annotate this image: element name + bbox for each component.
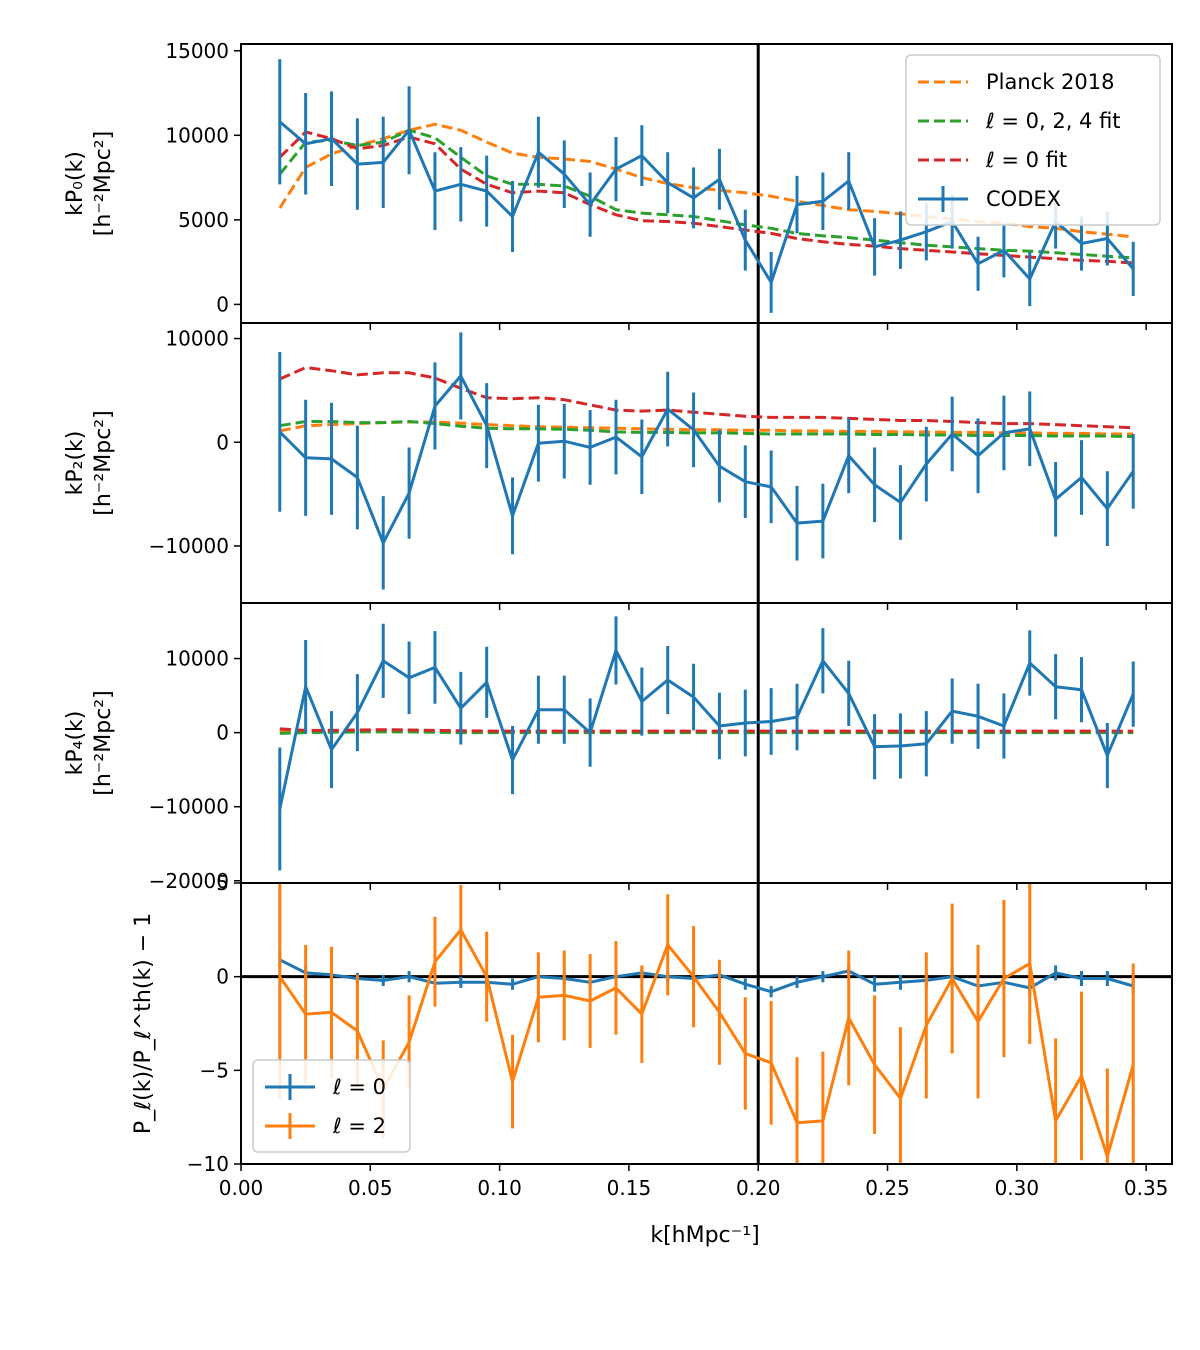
legend-entry-label: ℓ = 0 fit xyxy=(985,148,1067,172)
y-axis-label-line: kP₀(k) xyxy=(63,151,88,216)
series-line-codex xyxy=(278,374,1135,545)
panel-1: 0 5000 10000 15000 kP₀(k) [h⁻²Mpc²] Planck 201… xyxy=(63,39,1173,330)
legend-entry-label: ℓ = 0, 2, 4 fit xyxy=(985,109,1121,133)
x-tick-label: 0.00 xyxy=(219,1176,264,1200)
panel-frame xyxy=(240,882,1173,1165)
y-axis-label-line: P_ℓ(k)/P_ℓ^th(k) − 1 xyxy=(131,913,156,1134)
x-axis-label: k[hMpc⁻¹] xyxy=(650,1223,759,1248)
y-tick-label: −5 xyxy=(200,1058,229,1082)
series-2 xyxy=(278,883,1135,1164)
series-line-0-fit xyxy=(279,366,1134,430)
series-planck-2018 xyxy=(279,420,1134,436)
y-tick-label: 0 xyxy=(216,721,229,745)
y-tick-label: −10000 xyxy=(149,534,229,558)
panel-2: −10000 0 10000 kP₂(k) [h⁻²Mpc²] xyxy=(63,322,1173,610)
x-tick-label: 0.20 xyxy=(736,1176,781,1200)
x-tick-label: 0.30 xyxy=(995,1176,1040,1200)
y-axis-label-line: kP₂(k) xyxy=(63,431,88,496)
series-line-0-fit xyxy=(279,727,1134,733)
y-axis-label-line: [h⁻²Mpc²] xyxy=(91,131,116,236)
y-tick-label: −10 xyxy=(187,1152,229,1176)
plot-area xyxy=(241,883,1172,1164)
legend-entry-label: CODEX xyxy=(986,187,1061,211)
y-axis-label: kP₂(k) [h⁻²Mpc²] xyxy=(63,410,116,515)
y-tick-label: 15000 xyxy=(165,39,229,63)
series-line-0-2-4-fit xyxy=(279,419,1134,439)
y-tick-label: 10000 xyxy=(165,647,229,671)
y-axis-label-line: kP₄(k) xyxy=(63,711,88,776)
x-tick-label: 0.15 xyxy=(607,1176,652,1200)
series-0-fit xyxy=(279,366,1134,430)
y-tick-label: 10000 xyxy=(165,327,229,351)
y-axis-label: kP₀(k) [h⁻²Mpc²] xyxy=(63,131,116,236)
legend-box xyxy=(252,1059,411,1153)
y-tick-label: 5 xyxy=(216,871,229,895)
plot-area xyxy=(278,323,1135,603)
panel-frame xyxy=(240,602,1173,884)
plot-area xyxy=(278,603,1135,883)
series-0-2-4-fit xyxy=(278,128,1134,260)
panel-4: −10 −5 0 5 0.00 0.05 0.10 0.15 0.20 0.25 0.30 0.35 P… xyxy=(131,871,1173,1200)
series-codex xyxy=(278,332,1135,590)
y-tick-label: 0 xyxy=(216,430,229,454)
y-tick-label: −10000 xyxy=(149,795,229,819)
legend-entry-label: ℓ = 0 xyxy=(332,1075,386,1099)
legend: ℓ = 0 ℓ = 2 xyxy=(252,1059,411,1153)
series-line-codex xyxy=(278,648,1135,810)
legend: Planck 2018 ℓ = 0, 2, 4 fit ℓ = 0 fit CODEX xyxy=(905,54,1161,226)
x-tick-label: 0.35 xyxy=(1124,1176,1169,1200)
series-line-0 xyxy=(279,958,1134,994)
series-line-planck-2018 xyxy=(279,420,1134,436)
panel-frame xyxy=(240,322,1173,604)
y-tick-label: 0 xyxy=(216,292,229,316)
x-tick-label: 0.10 xyxy=(477,1176,522,1200)
panel-3: −20000 −10000 0 10000 kP₄(k) [h⁻²Mpc²] xyxy=(63,602,1173,893)
series-line-2 xyxy=(278,928,1135,1158)
y-axis-label-line: [h⁻²Mpc²] xyxy=(91,410,116,515)
series-line-codex xyxy=(278,120,1135,284)
series-0-fit xyxy=(279,727,1134,733)
legend-box xyxy=(905,54,1161,226)
x-tick-label: 0.25 xyxy=(865,1176,910,1200)
series-codex xyxy=(278,616,1135,871)
y-axis-label: kP₄(k) [h⁻²Mpc²] xyxy=(63,690,116,795)
legend-entry-label: ℓ = 2 xyxy=(332,1114,386,1138)
y-tick-label: 0 xyxy=(216,965,229,989)
y-tick-label: 10000 xyxy=(165,123,229,147)
series-line-0-2-4-fit xyxy=(278,128,1134,260)
y-tick-label: 5000 xyxy=(178,208,229,232)
series-0-2-4-fit xyxy=(279,419,1134,439)
y-axis-label-line: [h⁻²Mpc²] xyxy=(91,690,116,795)
y-axis-label: P_ℓ(k)/P_ℓ^th(k) − 1 xyxy=(131,913,156,1134)
legend-entry-label: Planck 2018 xyxy=(986,70,1115,94)
y-tick-label: −20000 xyxy=(149,869,229,893)
x-tick-label: 0.05 xyxy=(348,1176,393,1200)
